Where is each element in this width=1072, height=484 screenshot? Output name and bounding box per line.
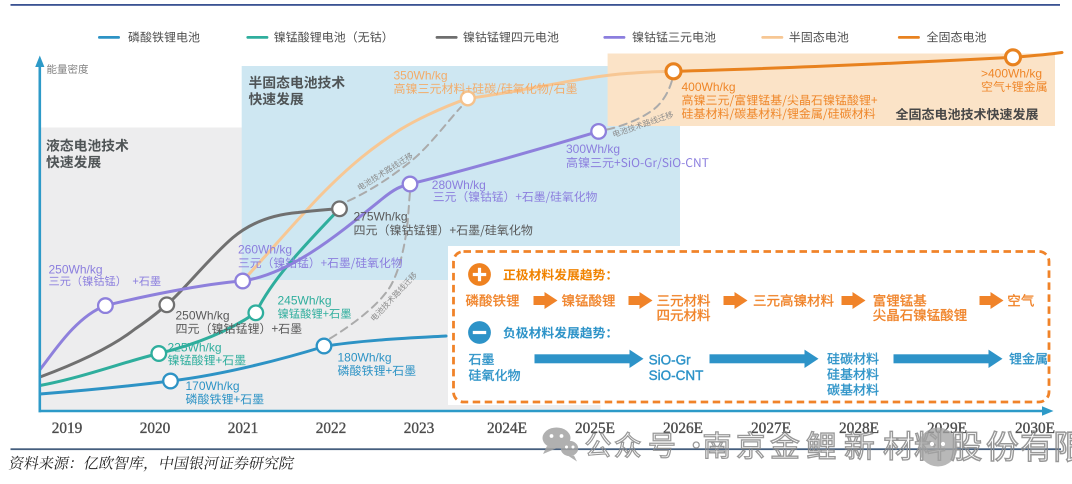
svg-text:350Wh/kg: 350Wh/kg [394, 69, 448, 83]
svg-text:2027E: 2027E [751, 420, 791, 437]
svg-text:275Wh/kg: 275Wh/kg [354, 210, 408, 224]
svg-text:170Wh/kg: 170Wh/kg [186, 379, 240, 393]
svg-text:250Wh/kg: 250Wh/kg [49, 263, 103, 277]
svg-text:>400Wh/kg: >400Wh/kg [981, 67, 1042, 81]
svg-text:2021: 2021 [228, 420, 259, 437]
svg-text:260Wh/kg: 260Wh/kg [238, 243, 292, 257]
svg-text:245Wh/kg: 245Wh/kg [278, 294, 332, 308]
svg-text:SiO-CNT: SiO-CNT [649, 368, 704, 383]
svg-text:2026E: 2026E [663, 420, 703, 437]
svg-text:2022: 2022 [316, 420, 347, 437]
svg-text:2024E: 2024E [487, 420, 527, 437]
svg-text:SiO-Gr: SiO-Gr [649, 353, 692, 368]
svg-text:2019: 2019 [52, 420, 83, 437]
svg-text:280Wh/kg: 280Wh/kg [432, 178, 486, 192]
svg-text:2023: 2023 [404, 420, 435, 437]
svg-text:400Wh/kg: 400Wh/kg [682, 80, 736, 94]
svg-text:180Wh/kg: 180Wh/kg [338, 351, 392, 365]
svg-text:2020: 2020 [140, 420, 171, 437]
svg-text:2025E: 2025E [575, 420, 615, 437]
svg-text:250Wh/kg: 250Wh/kg [176, 309, 230, 323]
svg-text:225Wh/kg: 225Wh/kg [168, 341, 222, 355]
svg-text:300Wh/kg: 300Wh/kg [566, 142, 620, 156]
svg-text:2030E: 2030E [1015, 420, 1055, 437]
